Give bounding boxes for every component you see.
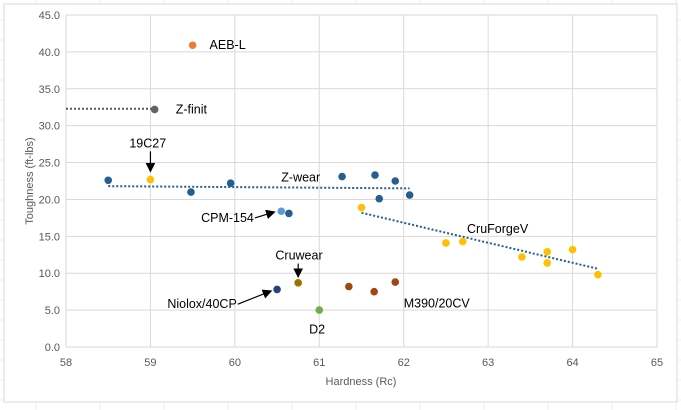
- point-cruforgev: [442, 239, 450, 247]
- point-cruforgev: [357, 203, 366, 212]
- y-tick-label: 15.0: [39, 231, 60, 243]
- point-cpm-154: [277, 207, 286, 216]
- chart-area: [3, 3, 678, 403]
- annotation-label: Niolox/40CP: [167, 297, 236, 311]
- x-tick-label: 61: [313, 357, 325, 369]
- y-tick-label: 20.0: [39, 194, 60, 206]
- annotation-label: M390/20CV: [404, 296, 471, 310]
- annotations: AEB-L Z-finit 19C27 Z-wear CPM-154 CruForgeV C…: [129, 38, 529, 336]
- point-z-wear: [338, 172, 346, 181]
- y-tick-label: 25.0: [39, 158, 60, 170]
- trendlines: [66, 107, 599, 270]
- x-axis-title: Hardness (Rc): [326, 376, 397, 388]
- annotation-label: CruForgeV: [467, 222, 529, 236]
- y-tick-label: 30.0: [39, 121, 60, 133]
- gridlines: [65, 14, 658, 348]
- point-19c27: [146, 175, 155, 184]
- trendline-cruforgev-trend: [361, 211, 599, 270]
- point-z-wear: [375, 194, 384, 203]
- point-m390-20cv: [391, 278, 400, 286]
- annotation-arrow: [237, 289, 273, 305]
- point-niolox-40cp: [273, 285, 281, 294]
- y-axis-title: Toughness (ft-lbs): [24, 137, 36, 224]
- point-z-wear: [405, 191, 414, 199]
- x-tick-label: 62: [398, 357, 410, 369]
- y-tick-label: 35.0: [39, 84, 60, 96]
- annotation-arrows: [145, 151, 303, 305]
- point-z-wear: [187, 188, 195, 196]
- point-m390-20cv: [345, 282, 353, 291]
- x-tick-label: 63: [482, 357, 494, 369]
- point-z-finit: [150, 105, 159, 114]
- point-z-wear: [104, 176, 113, 185]
- annotation-label: CPM-154: [201, 211, 254, 225]
- annotation-label: Z-finit: [176, 102, 208, 116]
- y-tick-label: 0.0: [45, 342, 60, 354]
- point-z-wear: [226, 179, 235, 188]
- point-cruforgev: [594, 270, 602, 279]
- annotation-arrow: [254, 209, 276, 220]
- point-cruforgev: [543, 259, 552, 267]
- annotation-label: Cruwear: [275, 249, 322, 263]
- x-tick-label: 65: [651, 357, 663, 369]
- x-tick-label: 58: [60, 357, 72, 369]
- point-z-wear: [371, 171, 379, 179]
- point-cruforgev: [568, 245, 577, 254]
- point-cruwear: [294, 279, 302, 287]
- data-points: [104, 41, 602, 314]
- y-tick-label: 5.0: [45, 305, 60, 317]
- annotation-label: D2: [309, 322, 325, 336]
- annotation-label: 19C27: [129, 136, 166, 150]
- point-cruforgev: [459, 237, 467, 246]
- y-tick-label: 45.0: [39, 10, 60, 22]
- point-d2: [315, 306, 324, 314]
- x-tick-label: 60: [229, 357, 241, 369]
- y-tick-label: 40.0: [39, 47, 60, 59]
- y-tick-labels: 0.0 5.0 10.0 15.0 20.0 25.0 30.0 35.0 40.0 45.0: [39, 10, 60, 354]
- point-aeb-l: [188, 41, 197, 50]
- annotation-label: AEB-L: [210, 38, 246, 52]
- point-m390-20cv: [370, 287, 378, 296]
- x-tick-label: 64: [566, 357, 578, 369]
- x-tick-label: 59: [144, 357, 156, 369]
- x-tick-labels: 58 59 60 61 62 63 64 65: [60, 357, 663, 369]
- annotation-label: Z-wear: [281, 170, 320, 184]
- point-cruforgev: [518, 253, 526, 261]
- point-z-wear: [391, 177, 400, 185]
- point-cruforgev: [543, 248, 552, 256]
- point-z-wear: [285, 209, 293, 218]
- y-tick-label: 10.0: [39, 268, 60, 280]
